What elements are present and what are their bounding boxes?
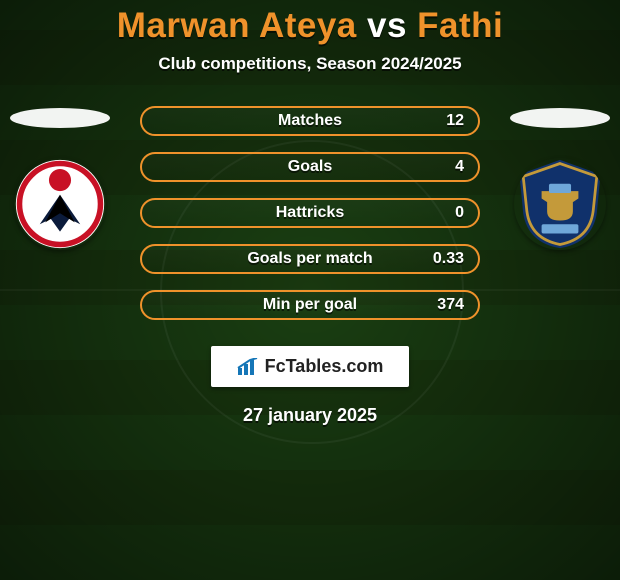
stat-value: 0.33 [433,250,464,268]
player1-shadow [10,108,110,128]
subtitle: Club competitions, Season 2024/2025 [158,54,461,74]
brand-text: FcTables.com [265,356,384,377]
player2-name: Fathi [417,6,503,45]
vs-text: vs [367,6,407,45]
comparison-card: Marwan Ateya vs Fathi Club competitions,… [0,0,620,426]
stat-value: 0 [455,204,464,222]
stat-bar-goals: Goals 4 [140,152,480,182]
date-text: 27 january 2025 [243,405,377,426]
stat-bar-matches: Matches 12 [140,106,480,136]
player1-name: Marwan Ateya [117,6,357,45]
stats-list: Matches 12 Goals 4 Hattricks 0 Goals per… [120,106,500,320]
left-column [0,106,120,250]
stat-bar-min-per-goal: Min per goal 374 [140,290,480,320]
brand-badge: FcTables.com [211,346,410,387]
stat-value: 12 [446,112,464,130]
right-club-badge [514,158,606,250]
player2-shadow [510,108,610,128]
stat-value: 4 [455,158,464,176]
stat-bar-goals-per-match: Goals per match 0.33 [140,244,480,274]
stat-label: Hattricks [276,204,344,222]
stat-label: Goals [288,158,332,176]
stat-bar-hattricks: Hattricks 0 [140,198,480,228]
page-title: Marwan Ateya vs Fathi [117,6,504,46]
stat-label: Min per goal [263,296,357,314]
stat-label: Matches [278,112,342,130]
stat-label: Goals per match [247,250,372,268]
stats-row: Matches 12 Goals 4 Hattricks 0 Goals per… [0,106,620,320]
stat-value: 374 [437,296,464,314]
right-column [500,106,620,250]
bar-chart-icon [237,358,259,376]
left-club-badge [14,158,106,250]
